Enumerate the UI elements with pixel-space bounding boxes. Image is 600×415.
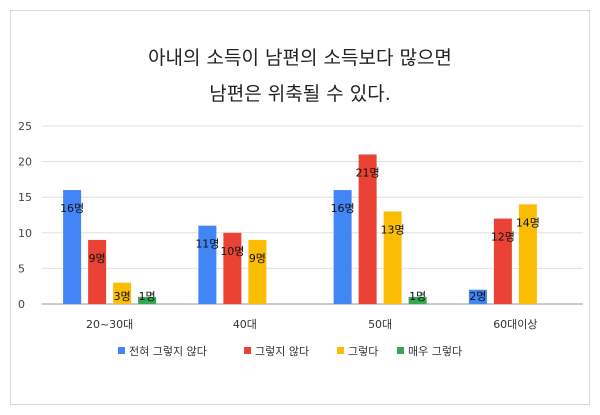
data-label: 21명 [356, 166, 380, 179]
bar [518, 204, 537, 304]
bar [493, 218, 512, 304]
data-label: 12명 [491, 231, 515, 244]
bar [198, 225, 217, 304]
data-label: 13명 [381, 223, 405, 236]
legend-label: 전혀 그렇지 않다 [129, 345, 207, 358]
data-label: 9명 [249, 252, 266, 265]
x-category-label: 60대이상 [493, 318, 537, 331]
x-category-label: 50대 [368, 318, 392, 331]
data-label: 16명 [331, 202, 355, 215]
y-tick-label: 20 [18, 156, 32, 169]
data-label: 16명 [60, 202, 84, 215]
bar [63, 190, 82, 304]
bar [358, 154, 377, 304]
x-category-label: 40대 [233, 318, 257, 331]
bar [223, 232, 242, 304]
data-label: 10명 [220, 245, 244, 258]
bar [113, 282, 132, 304]
data-label: 3명 [114, 290, 131, 303]
legend-label: 매우 그렇다 [408, 345, 462, 358]
data-label: 1명 [409, 290, 426, 303]
data-label: 2명 [469, 290, 486, 303]
y-tick-label: 10 [18, 227, 32, 240]
data-label: 1명 [139, 290, 156, 303]
data-label: 11명 [195, 238, 219, 251]
bar [408, 296, 427, 304]
y-tick-label: 5 [18, 262, 25, 275]
y-tick-label: 0 [18, 298, 25, 311]
bar [138, 296, 157, 304]
bar [468, 289, 487, 304]
chart-title-line-1: 아내의 소득이 남편의 소득보다 많으면 [148, 47, 452, 69]
chart-frame [10, 10, 590, 405]
legend-label: 그렇다 [348, 345, 378, 358]
x-category-label: 20~30대 [86, 318, 133, 331]
bar [88, 239, 107, 304]
legend-swatch [118, 347, 125, 354]
legend-swatch [244, 347, 251, 354]
bar [248, 239, 267, 304]
y-tick-label: 15 [18, 191, 32, 204]
data-label: 14명 [516, 216, 540, 229]
y-tick-label: 25 [18, 120, 32, 133]
bar [383, 211, 402, 304]
legend-swatch [337, 347, 344, 354]
legend-swatch [397, 347, 404, 354]
data-label: 9명 [89, 252, 106, 265]
chart-title-line-2: 남편은 위축될 수 있다. [209, 83, 390, 105]
legend-label: 그렇지 않다 [255, 345, 309, 358]
bar [333, 190, 352, 304]
